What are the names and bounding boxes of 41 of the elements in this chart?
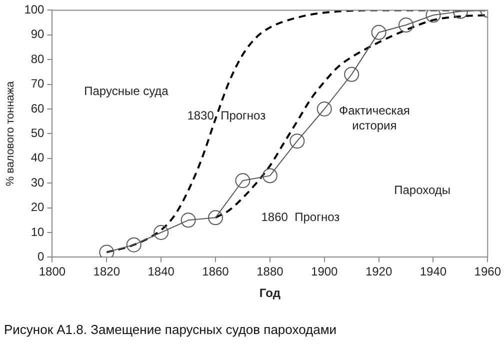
annotation: 1830 Прогноз [187, 108, 266, 123]
x-tick-label: 1860 [202, 264, 230, 279]
x-tick-label: 1820 [93, 264, 120, 279]
point [154, 225, 169, 240]
point [426, 10, 441, 23]
annotation: Фактическая история [338, 104, 410, 133]
annotation: Пароходы [394, 182, 451, 197]
x-tick-label: 1920 [365, 264, 392, 279]
point [180, 212, 196, 228]
x-tick-label: 1940 [420, 264, 447, 279]
point [208, 210, 224, 226]
point [262, 168, 278, 184]
y-tick-label: 30 [30, 175, 45, 190]
text: Рисунок А1.8. Замещение парусных судов пароходами [4, 322, 337, 337]
y-tick-label: 20 [30, 200, 45, 214]
y-tick-label: 50 [30, 126, 45, 140]
point [398, 18, 414, 33]
y-tick-label: 0 [38, 250, 45, 264]
y-tick-label: 80 [30, 52, 45, 66]
x-tick-label: 1880 [256, 264, 284, 279]
x-tick-label: 1800 [38, 264, 66, 279]
y-tick-label: 70 [30, 76, 45, 91]
y-axis-title: % валового тоннажа [4, 80, 17, 186]
point [235, 173, 250, 188]
y-tick-label: 90 [30, 27, 45, 42]
y-tick-label: 100 [24, 2, 45, 17]
point [126, 237, 142, 252]
point [371, 24, 386, 40]
x-axis-title: Год [259, 286, 281, 300]
x-tick-label: 1840 [148, 264, 175, 279]
annotation: 1860 Прогноз [261, 210, 340, 224]
point [290, 134, 305, 149]
point [344, 66, 360, 82]
point [99, 244, 114, 258]
x-tick-label: 1960 [474, 264, 502, 279]
x-tick-label: 1900 [311, 264, 338, 279]
y-tick-label: 60 [30, 101, 45, 116]
y-tick-label: 40 [30, 150, 45, 165]
annotation: Парусные суда [84, 84, 169, 98]
y-tick-label: 10 [30, 224, 45, 239]
point [316, 102, 332, 116]
